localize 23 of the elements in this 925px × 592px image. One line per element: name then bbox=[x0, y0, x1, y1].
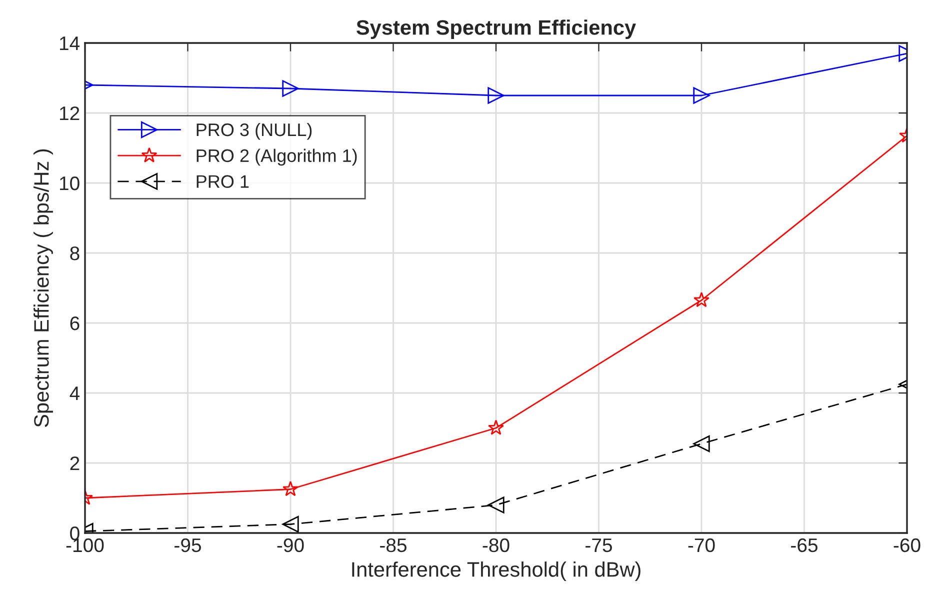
y-tick-label: 10 bbox=[60, 176, 80, 190]
x-axis-title: Interference Threshold( in dBw) bbox=[352, 562, 640, 581]
y-tick-label: 12 bbox=[60, 106, 80, 120]
legend-label: PRO 2 (Algorithm 1) bbox=[196, 148, 357, 166]
x-tick-label: -85 bbox=[380, 538, 406, 552]
x-tick-label: -100 bbox=[66, 538, 104, 552]
y-tick-label: 4 bbox=[70, 386, 80, 400]
x-tick-label: -60 bbox=[894, 538, 920, 552]
y-tick-label: 8 bbox=[70, 246, 80, 260]
x-tick-label: -90 bbox=[277, 538, 304, 552]
x-tick-label: -65 bbox=[791, 538, 818, 552]
legend-label: PRO 1 bbox=[196, 175, 249, 188]
y-axis-title: Spectrum Efficiency ( bps/Hz ) bbox=[34, 149, 53, 427]
y-tick-label: 0 bbox=[70, 526, 80, 540]
y-tick-label: 2 bbox=[70, 456, 80, 470]
x-tick-label: -95 bbox=[174, 538, 201, 552]
legend-label: PRO 3 (NULL) bbox=[196, 122, 312, 140]
y-tick-label: 14 bbox=[60, 36, 80, 50]
y-tick-label: 6 bbox=[70, 316, 80, 330]
chart-title: System Spectrum Efficiency bbox=[356, 20, 636, 39]
x-tick-label: -75 bbox=[586, 538, 612, 552]
x-tick-label: -70 bbox=[688, 538, 715, 552]
x-tick-label: -80 bbox=[482, 538, 510, 552]
